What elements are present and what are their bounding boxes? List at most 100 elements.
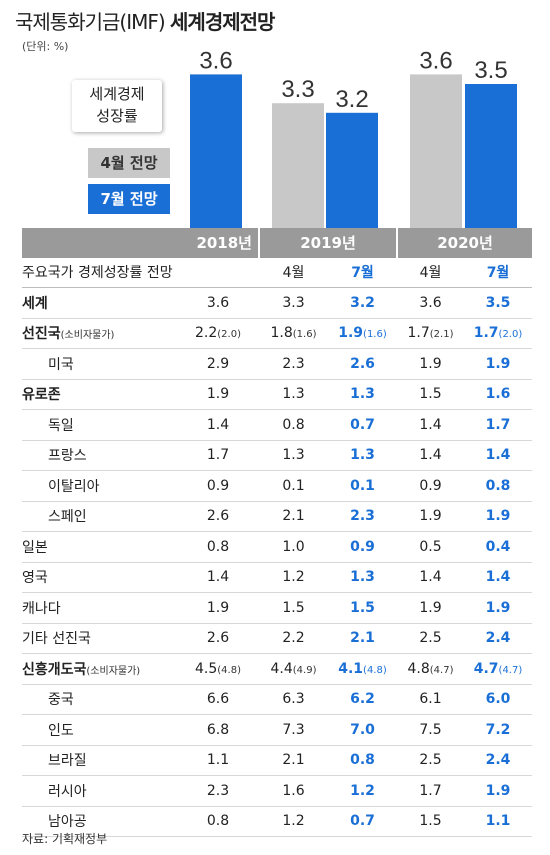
bar-label: 3.5 — [474, 57, 507, 84]
unit-label: (단위: %) — [22, 40, 69, 53]
table-row: 신흥개도국(소비자물가) 4.5(4.8) 4.4(4.9) 4.1(4.8) 4.8(… — [22, 653, 532, 685]
table-row: 스페인 2.6 2.1 2.3 1.9 1.9 — [22, 501, 532, 532]
table-row: 브라질 1.1 2.1 0.8 2.5 2.4 — [22, 745, 532, 776]
cell-value: 1.9 — [177, 379, 259, 410]
cell-value: 3.5 — [464, 287, 532, 319]
cell-value: 1.8(1.6) — [259, 318, 328, 349]
row-name: 인도 — [48, 722, 74, 739]
cell-value: 4.5(4.8) — [177, 653, 259, 685]
table-row: 세계 3.6 3.3 3.2 3.6 3.5 — [22, 287, 532, 319]
cell-value: 0.9 — [328, 531, 397, 563]
cell-number: 3.5 — [485, 294, 511, 311]
cell-value: 1.4 — [464, 440, 532, 471]
cell-number: 2.1 — [350, 630, 375, 647]
cell-value: 0.9 — [397, 470, 464, 502]
row-name: 유로존 — [22, 387, 61, 404]
cell-value: 1.9 — [464, 501, 532, 532]
cell-number: 7.3 — [282, 721, 305, 738]
cell-number: 1.5 — [350, 599, 375, 616]
cell-number: 2.6 — [350, 355, 375, 372]
table-row: 인도 6.8 7.3 7.0 7.5 7.2 — [22, 714, 532, 746]
cell-value: 2.6 — [177, 501, 259, 532]
sub-header-label: 주요국가 경제성장률 전망 — [22, 257, 177, 288]
cell-value: 7.5 — [397, 714, 464, 746]
cell-number: 3.6 — [419, 294, 442, 311]
cell-value: 0.8 — [464, 470, 532, 502]
cell-value: 4.7(4.7) — [464, 653, 532, 685]
cell-number: 1.4 — [419, 569, 442, 586]
cell-number: 2.4 — [485, 630, 511, 647]
cell-number: 1.3 — [282, 386, 305, 403]
row-name: 일본 — [22, 539, 48, 556]
cell-number: 1.4 — [485, 569, 511, 586]
row-label: 신흥개도국(소비자물가) — [22, 653, 177, 685]
cell-value: 3.2 — [328, 287, 397, 319]
cell-value: 1.4 — [177, 409, 259, 441]
cell-number: 2.3 — [350, 508, 375, 525]
cell-number: 1.4 — [206, 416, 230, 433]
cell-number: 1.9 — [485, 355, 511, 372]
cell-number: 0.7 — [350, 813, 375, 830]
legend-july: 7월 전망 — [88, 184, 170, 214]
cell-number: 1.8 — [270, 325, 293, 342]
table-row: 독일 1.4 0.8 0.7 1.4 1.7 — [22, 409, 532, 441]
callout-line-2: 성장률 — [96, 107, 138, 125]
cell-value: 7.0 — [328, 714, 397, 746]
cell-value: 1.3 — [328, 379, 397, 410]
cell-value: 0.5 — [397, 531, 464, 563]
cell-number: 1.5 — [419, 813, 442, 830]
cell-number: 1.9 — [419, 355, 442, 372]
cell-number: 2.9 — [206, 355, 230, 372]
cell-number: 0.7 — [350, 416, 375, 433]
cell-number: 3.3 — [282, 294, 305, 311]
cell-value: 0.4 — [464, 531, 532, 563]
cell-value: 2.2 — [259, 623, 328, 654]
cell-number: 1.5 — [419, 386, 442, 403]
source-note: 자료: 기획재정부 — [22, 832, 108, 846]
cell-value: 1.6 — [464, 379, 532, 410]
sub-header-2020-jul: 7월 — [464, 257, 532, 288]
header-blank — [22, 228, 177, 258]
cell-value: 1.7 — [177, 440, 259, 471]
cell-number: 1.9 — [419, 508, 442, 525]
row-label: 세계 — [22, 287, 177, 319]
cell-value: 1.2 — [259, 562, 328, 593]
cell-number: 0.5 — [419, 538, 442, 555]
sub-header-2020-apr: 4월 — [397, 257, 464, 288]
table-row: 미국 2.9 2.3 2.6 1.9 1.9 — [22, 348, 532, 380]
cell-cpi: (4.7) — [498, 664, 523, 676]
cell-number: 0.8 — [206, 538, 230, 555]
cell-value: 1.4 — [397, 562, 464, 593]
cell-number: 0.8 — [485, 477, 511, 494]
cell-value: 6.3 — [259, 684, 328, 715]
cell-number: 3.6 — [206, 294, 230, 311]
cell-number: 2.2 — [195, 325, 218, 342]
row-label: 캐나다 — [22, 592, 177, 624]
bar-2019년-july — [326, 112, 378, 228]
row-label: 스페인 — [22, 501, 177, 532]
bar-2020년-april — [410, 74, 462, 229]
cell-number: 0.9 — [350, 538, 375, 555]
cell-number: 1.9 — [485, 508, 511, 525]
cell-number: 2.6 — [206, 508, 230, 525]
sub-header-2019-jul: 7월 — [328, 257, 397, 288]
cell-value: 6.8 — [177, 714, 259, 746]
cell-value: 2.3 — [259, 348, 328, 380]
row-label: 미국 — [22, 348, 177, 380]
cell-value: 3.6 — [397, 287, 464, 319]
cell-value: 1.5 — [328, 592, 397, 624]
row-label: 선진국(소비자물가) — [22, 318, 177, 349]
row-name: 스페인 — [48, 509, 87, 526]
cell-value: 0.8 — [259, 409, 328, 441]
cell-value: 0.7 — [328, 806, 397, 837]
cell-value: 1.4 — [464, 562, 532, 593]
cell-number: 2.4 — [485, 752, 511, 769]
bar-2020년-july — [465, 84, 517, 228]
cell-value: 1.7(2.1) — [397, 318, 464, 349]
row-note: (소비자물가) — [86, 665, 141, 677]
cell-value: 1.3 — [259, 379, 328, 410]
cell-value: 2.3 — [177, 775, 259, 807]
cell-number: 1.2 — [350, 782, 375, 799]
title-light: 국제통화기금(IMF) — [15, 10, 166, 34]
cell-number: 0.8 — [206, 813, 230, 830]
